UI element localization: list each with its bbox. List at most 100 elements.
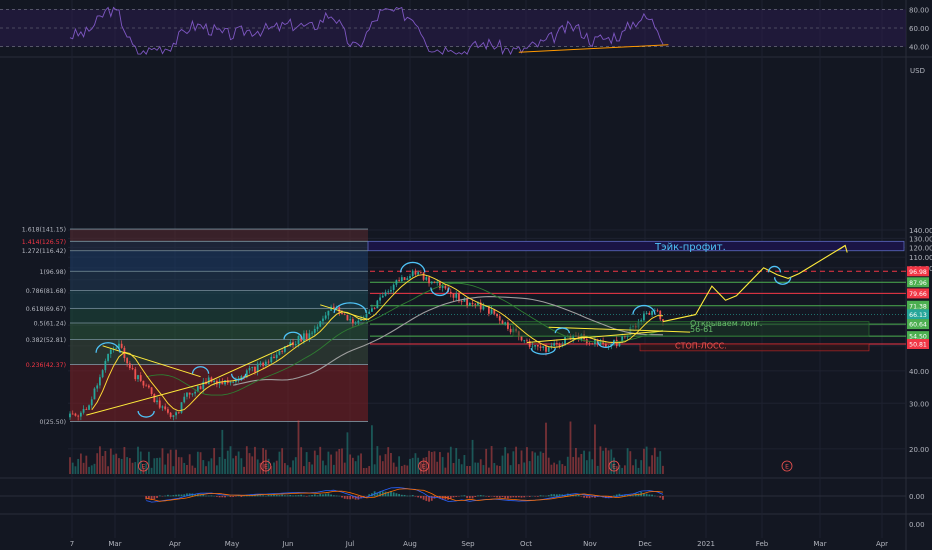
volume-bar — [262, 448, 265, 474]
macd-histogram-bar — [477, 495, 479, 497]
macd-histogram-bar — [300, 494, 303, 497]
volume-bar — [536, 455, 539, 474]
candle-body — [433, 281, 436, 283]
entry-zone — [512, 321, 870, 337]
volume-bar — [82, 462, 85, 474]
macd-histogram-bar — [425, 496, 428, 501]
pattern-arc — [530, 347, 556, 355]
candle-body — [553, 343, 556, 346]
macd-histogram-bar — [169, 495, 172, 497]
y-tick-label: 130.00 — [909, 235, 932, 243]
macd-histogram-bar — [463, 495, 466, 497]
volume-bar — [273, 462, 275, 474]
macd-histogram-bar — [528, 496, 531, 497]
volume-bar — [267, 458, 270, 474]
volume-bar — [256, 459, 259, 474]
volume-bar — [599, 446, 602, 474]
x-tick-label: Sep — [461, 540, 475, 548]
volume-bar — [245, 446, 248, 474]
fib-level-label: 0(25.50) — [40, 419, 66, 426]
candle-body — [449, 291, 452, 294]
macd-histogram-bar — [281, 494, 284, 497]
macd-histogram-bar — [637, 493, 640, 497]
macd-histogram-bar — [474, 496, 477, 498]
volume-bar — [591, 459, 594, 474]
volume-bar — [632, 465, 634, 474]
volume-bar — [311, 464, 313, 474]
drawings[interactable]: Открываем лонг.56-61 СТОП-ЛОСС. E E E E E — [86, 244, 870, 472]
ma-line-fast — [91, 274, 664, 412]
x-tick-label: Aug — [403, 540, 417, 548]
macd-histogram-bar — [542, 495, 545, 497]
macd-histogram-bar — [341, 496, 343, 498]
fib-zone — [70, 323, 368, 340]
macd-histogram-bar — [613, 495, 615, 497]
candle-body — [99, 377, 101, 386]
candle-body — [460, 301, 463, 303]
macd-histogram-bar — [594, 496, 596, 498]
earnings-marker-label: E — [264, 464, 268, 471]
candle-body — [490, 309, 493, 314]
candle-body — [403, 277, 406, 281]
volume-bar — [463, 455, 466, 474]
volume-bar — [653, 447, 656, 474]
candle-body — [82, 409, 85, 413]
trendline — [526, 330, 664, 343]
macd-histogram-bar — [550, 494, 553, 497]
volume-bar — [134, 462, 137, 474]
macd-histogram-bar — [507, 496, 509, 499]
volume-bar — [569, 421, 572, 474]
volume-bar — [400, 466, 403, 474]
macd-histogram-bar — [468, 496, 471, 499]
fibonacci-retracement[interactable]: 0(25.50) 0.236(42.37) 0.382(52.81) 0.5(61.2… — [22, 227, 905, 427]
volume-bar — [139, 451, 142, 474]
volume-bar — [395, 466, 398, 474]
candle-body — [150, 387, 153, 394]
volume-bar — [623, 465, 626, 474]
volume-bar — [594, 424, 596, 474]
macd-histogram-bar — [316, 495, 319, 497]
volume-bar — [131, 462, 134, 474]
fib-level-label: 1.414(126.57) — [22, 239, 66, 246]
volume-bar — [425, 457, 428, 474]
volume-bar — [447, 452, 449, 474]
candle-body — [156, 400, 158, 403]
candle-body — [523, 340, 526, 342]
volume-bar — [357, 455, 360, 474]
candle-body — [387, 291, 390, 293]
macd-histogram-bar — [194, 494, 197, 497]
lower-pane-tick-label: 0.00 — [909, 521, 925, 529]
macd-histogram-bar — [632, 495, 634, 497]
volume-bar — [419, 462, 422, 474]
volume-bar — [662, 465, 664, 474]
macd-histogram-bar — [286, 495, 289, 497]
macd-histogram-bar — [156, 496, 158, 498]
volume-bar — [618, 465, 621, 474]
candle-body — [539, 346, 542, 348]
candle-body — [351, 319, 354, 324]
candle-body — [330, 306, 333, 311]
volume-bar — [107, 466, 109, 474]
candle-body — [332, 306, 335, 308]
volume-bar — [235, 455, 237, 474]
macd-histogram-bar — [210, 495, 213, 497]
volume-bar — [343, 462, 346, 474]
earnings-marker — [608, 460, 620, 472]
volume-bar — [390, 453, 392, 474]
volume-bar — [118, 458, 120, 474]
volume-bar — [303, 466, 305, 474]
macd-histogram-bar — [422, 496, 425, 500]
candle-body — [278, 350, 281, 355]
candle-body — [659, 310, 662, 320]
candle-body — [452, 293, 455, 298]
macd-histogram-bar — [452, 496, 455, 498]
candle-body — [395, 280, 398, 285]
price-label: 60.64 — [909, 322, 927, 329]
candle-body — [147, 385, 150, 388]
candle-body — [270, 356, 273, 363]
price-label: 96.98 — [909, 269, 927, 276]
fib-level-label: 0.5(61.24) — [34, 321, 66, 328]
earnings-marker-label: E — [422, 464, 426, 471]
volume-bar — [561, 464, 564, 474]
